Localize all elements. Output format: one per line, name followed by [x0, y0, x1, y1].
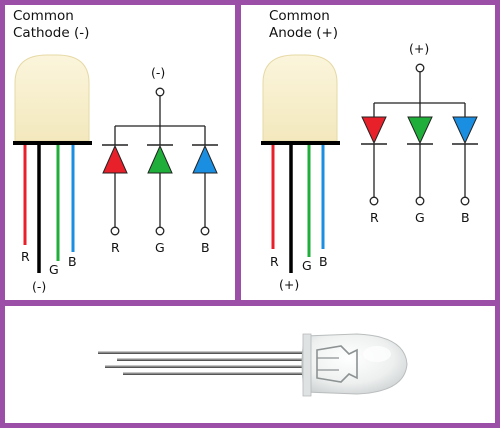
led-body [14, 54, 90, 142]
rgb-led-photo [98, 333, 408, 397]
anode-title: Common Anode (+) [269, 8, 338, 42]
lead-label-common: (+) [279, 277, 299, 292]
diode-label-r: R [111, 240, 120, 255]
led-body [262, 54, 338, 142]
common-terminal-label: (-) [151, 65, 165, 80]
diode-label-g: G [415, 210, 425, 225]
lead-label-r: R [270, 254, 279, 269]
lead-label-g: G [49, 262, 59, 277]
green-diode [407, 116, 433, 145]
red-diode [361, 116, 387, 145]
blue-diode [192, 144, 218, 174]
common-terminal [155, 87, 165, 97]
blue-terminal [200, 226, 210, 236]
lead-label-common: (-) [32, 279, 46, 294]
anode-title-line2: Anode (+) [269, 25, 339, 41]
red-terminal [369, 196, 379, 206]
led-legs [98, 351, 318, 375]
lead-label-b: B [68, 254, 77, 269]
led-dome [301, 333, 408, 397]
green-terminal [415, 196, 425, 206]
lead-label-b: B [319, 254, 328, 269]
green-terminal [155, 226, 165, 236]
common-anode-diagram: R G B (+) (+) R G B [261, 41, 478, 292]
red-terminal [110, 226, 120, 236]
cathode-title-line1: Common [13, 8, 74, 24]
common-cathode-panel: R G B (-) (-) R G B Common Cathode (-) [5, 5, 235, 300]
common-anode-panel: R G B (+) (+) R G B Common Anode (+) [241, 5, 495, 300]
diode-label-r: R [370, 210, 379, 225]
rgb-led-photo-panel [5, 306, 495, 423]
cathode-title: Common Cathode (-) [13, 8, 89, 42]
blue-diode [452, 116, 478, 145]
diode-label-b: B [461, 210, 470, 225]
common-terminal [415, 63, 425, 73]
green-diode [147, 144, 173, 174]
red-diode [102, 144, 128, 174]
diode-label-g: G [155, 240, 165, 255]
diode-label-b: B [201, 240, 210, 255]
anode-title-line1: Common [269, 8, 330, 24]
common-cathode-diagram: R G B (-) (-) R G B [13, 54, 218, 294]
blue-terminal [460, 196, 470, 206]
cathode-title-line2: Cathode (-) [13, 25, 90, 41]
lead-label-r: R [21, 249, 30, 264]
lead-label-g: G [302, 258, 312, 273]
common-terminal-label: (+) [409, 41, 429, 56]
